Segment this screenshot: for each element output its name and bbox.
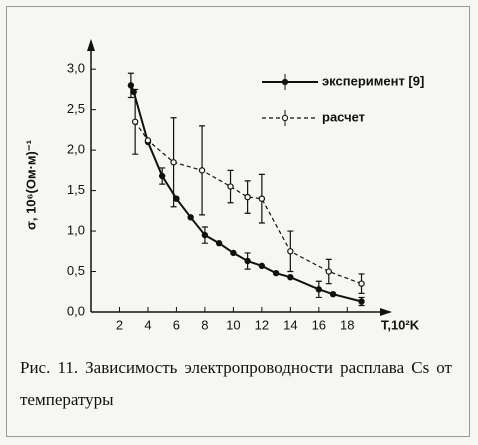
marker (230, 249, 237, 257)
legend-marker (281, 78, 289, 86)
y-tick-label: 2,5 (67, 101, 85, 116)
series-line (134, 121, 362, 285)
marker (287, 248, 294, 255)
marker (227, 183, 234, 190)
marker (272, 269, 280, 277)
legend-label: эксперимент [9] (322, 73, 424, 88)
marker (215, 240, 223, 247)
marker (131, 118, 139, 125)
y-tick-label: 0,5 (67, 263, 85, 278)
x-tick-label: 10 (226, 317, 240, 332)
x-tick-label: 2 (116, 317, 123, 332)
marker (170, 159, 177, 166)
marker (358, 298, 365, 305)
marker (201, 231, 209, 239)
y-tick-label: 1,0 (67, 223, 85, 238)
y-arrow (87, 39, 95, 51)
marker (173, 195, 180, 202)
x-tick-label: 18 (340, 317, 354, 332)
marker (187, 214, 194, 221)
marker (358, 280, 365, 287)
marker (244, 193, 251, 201)
x-tick-label: 14 (283, 317, 297, 332)
x-arrow (380, 308, 392, 316)
legend-marker (281, 114, 289, 122)
x-tick-label: 4 (144, 317, 151, 332)
marker (329, 290, 337, 298)
y-axis-label: σ, 10⁶(Ом·м)⁻¹ (23, 140, 38, 230)
marker (144, 137, 152, 144)
x-axis-label: T,10²K (381, 317, 420, 332)
x-tick-label: 6 (173, 317, 180, 332)
x-tick-label: 8 (201, 317, 208, 332)
y-tick-label: 3,0 (67, 61, 85, 76)
marker (244, 257, 251, 265)
frame (6, 6, 470, 437)
marker (325, 268, 332, 275)
x-tick-label: 12 (255, 317, 269, 332)
legend-label: расчет (322, 109, 365, 124)
y-tick-label: 1,5 (67, 182, 85, 197)
chart: T,10²K σ, 10⁶(Ом·м)⁻¹ 0,0 0,5 1,0 1,5 2,0 2,5… (23, 39, 424, 332)
marker (287, 273, 294, 281)
marker (258, 195, 266, 202)
caption: Рис. 11. Зависимость электропроводности … (20, 358, 452, 409)
marker (315, 286, 323, 293)
y-tick-label: 0,0 (67, 303, 85, 318)
marker (127, 82, 135, 89)
marker (258, 262, 266, 270)
marker (198, 167, 206, 174)
x-tick-label: 16 (312, 317, 326, 332)
y-tick-label: 2,0 (67, 142, 85, 157)
marker (158, 172, 166, 180)
series-line (129, 84, 362, 303)
